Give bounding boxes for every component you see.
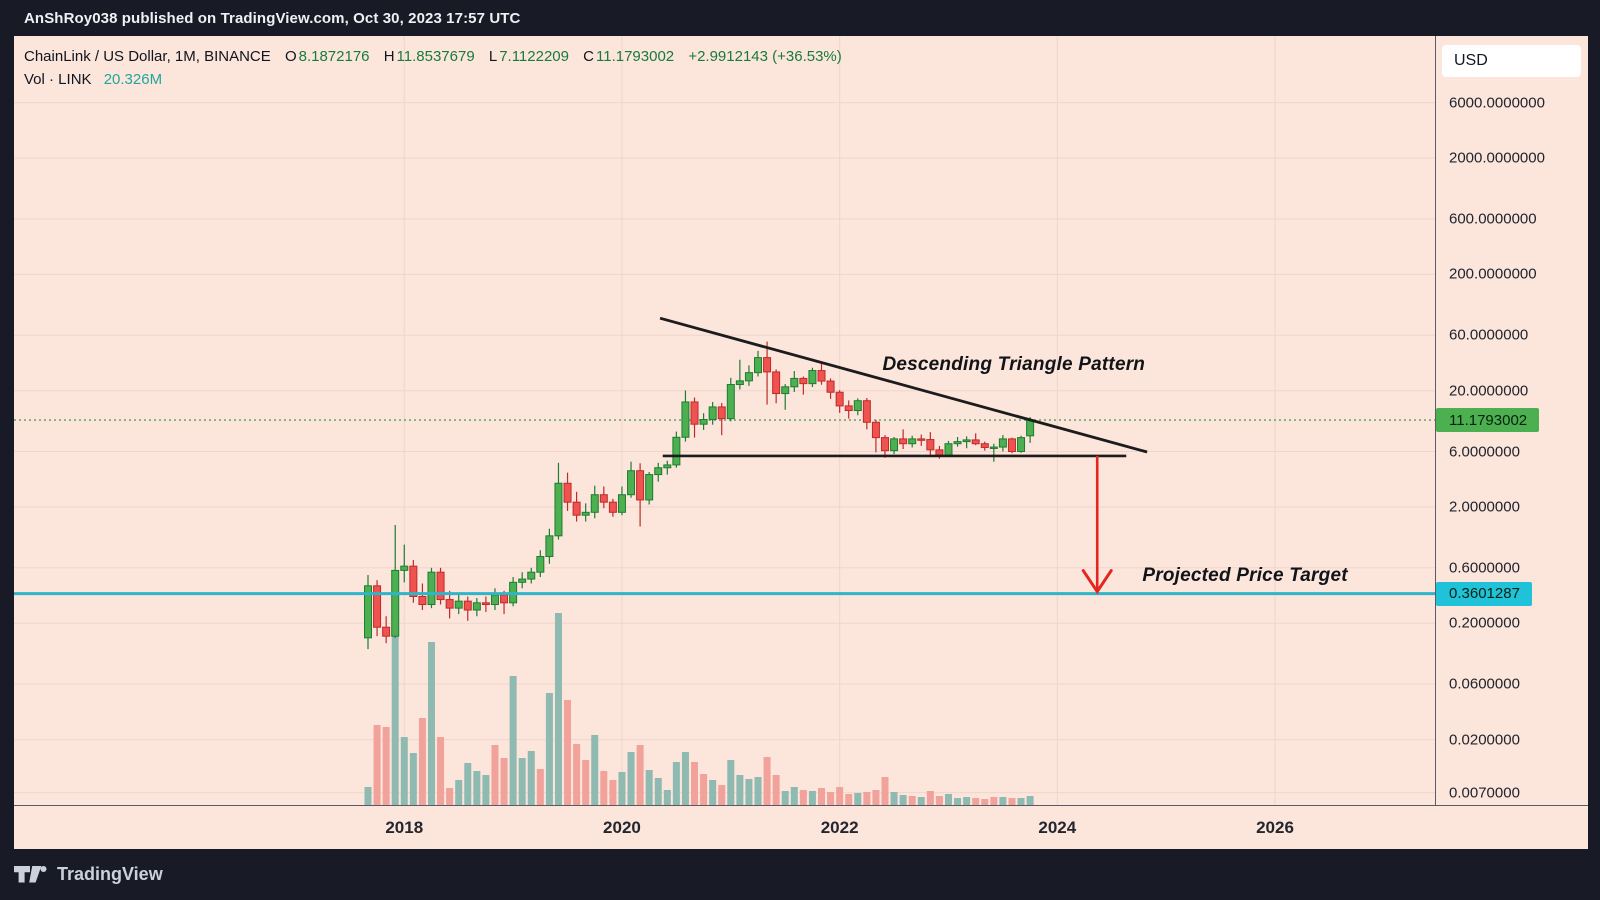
price-tick-label: 0.2000000: [1449, 614, 1520, 632]
footer-bar: TradingView: [0, 848, 1600, 900]
descending-trendline[interactable]: [659, 316, 1148, 454]
price-axis[interactable]: USD 6000.0000000 2000.0000000 600.0000000 2…: [1436, 36, 1588, 805]
close-label: C: [583, 48, 594, 65]
last-price-badge: 11.1793002: [1436, 408, 1540, 433]
price-tick-label: 600.0000000: [1449, 210, 1537, 228]
year-label-2018: 2018: [385, 817, 424, 837]
year-label-2026: 2026: [1256, 817, 1294, 837]
price-tick-label: 200.0000000: [1449, 265, 1537, 283]
price-tick-label: 6.0000000: [1449, 443, 1520, 460]
open-label: O: [284, 48, 297, 65]
year-label-2024: 2024: [1038, 817, 1077, 837]
price-tick-label: 20.0000000: [1449, 382, 1529, 400]
volume-label: Vol · LINK: [24, 71, 92, 88]
attribution-bar: AnShRoy038 published on TradingView.com,…: [0, 0, 1600, 36]
plot-svg: [14, 36, 1435, 805]
open-value: 8.1872176: [298, 48, 370, 65]
ohlc-row: ChainLink / US Dollar, 1M, BINANCE O 8.18…: [24, 48, 844, 65]
year-label-2020: 2020: [603, 817, 641, 837]
low-label: L: [488, 48, 498, 65]
high-value: 11.8537679: [396, 48, 475, 65]
price-tick-label: 60.0000000: [1449, 326, 1529, 344]
tradingview-brand[interactable]: TradingView: [14, 864, 163, 885]
symbol-title: ChainLink / US Dollar, 1M, BINANCE: [24, 48, 271, 65]
tradingview-logo-icon: [14, 865, 47, 882]
currency-button[interactable]: USD: [1442, 45, 1581, 77]
volume-value: 20.326M: [103, 71, 163, 88]
year-label-2022: 2022: [820, 817, 859, 837]
candles-layer: [364, 341, 1035, 650]
price-tick-label: 2.0000000: [1449, 498, 1520, 516]
time-axis[interactable]: 2018 2020 2022 2024 2026: [14, 805, 1588, 849]
change-value: +2.9912143 (+36.53%): [688, 48, 842, 65]
tradingview-brand-text: TradingView: [57, 863, 163, 884]
projection-arrow[interactable]: [1081, 455, 1113, 595]
price-tick-label: 0.0200000: [1449, 731, 1520, 749]
close-value: 11.1793002: [596, 48, 675, 65]
price-tick-label: 0.0600000: [1449, 675, 1520, 693]
volume-row: Vol · LINK 20.326M: [24, 71, 844, 88]
price-tick-label: 0.6000000: [1449, 559, 1520, 577]
attribution-text: AnShRoy038 published on TradingView.com,…: [24, 9, 521, 27]
price-tick-label: 0.0070000: [1449, 784, 1520, 802]
price-target-label: Projected Price Target: [1142, 565, 1348, 586]
price-tick-label: 2000.0000000: [1449, 149, 1545, 167]
chart-panel: ChainLink / US Dollar, 1M, BINANCE O 8.18…: [14, 36, 1588, 849]
low-value: 7.1122209: [499, 48, 569, 65]
chart-legend: ChainLink / US Dollar, 1M, BINANCE O 8.18…: [24, 48, 844, 88]
price-tick-label: 6000.0000000: [1449, 94, 1545, 112]
volume-layer: [364, 613, 1034, 805]
currency-button-label: USD: [1454, 52, 1488, 69]
chart-plot-area[interactable]: ChainLink / US Dollar, 1M, BINANCE O 8.18…: [14, 36, 1436, 805]
triangle-pattern-label: Descending Triangle Pattern: [882, 353, 1146, 375]
high-label: H: [383, 48, 395, 65]
target-price-badge: 0.3601287: [1436, 581, 1532, 606]
